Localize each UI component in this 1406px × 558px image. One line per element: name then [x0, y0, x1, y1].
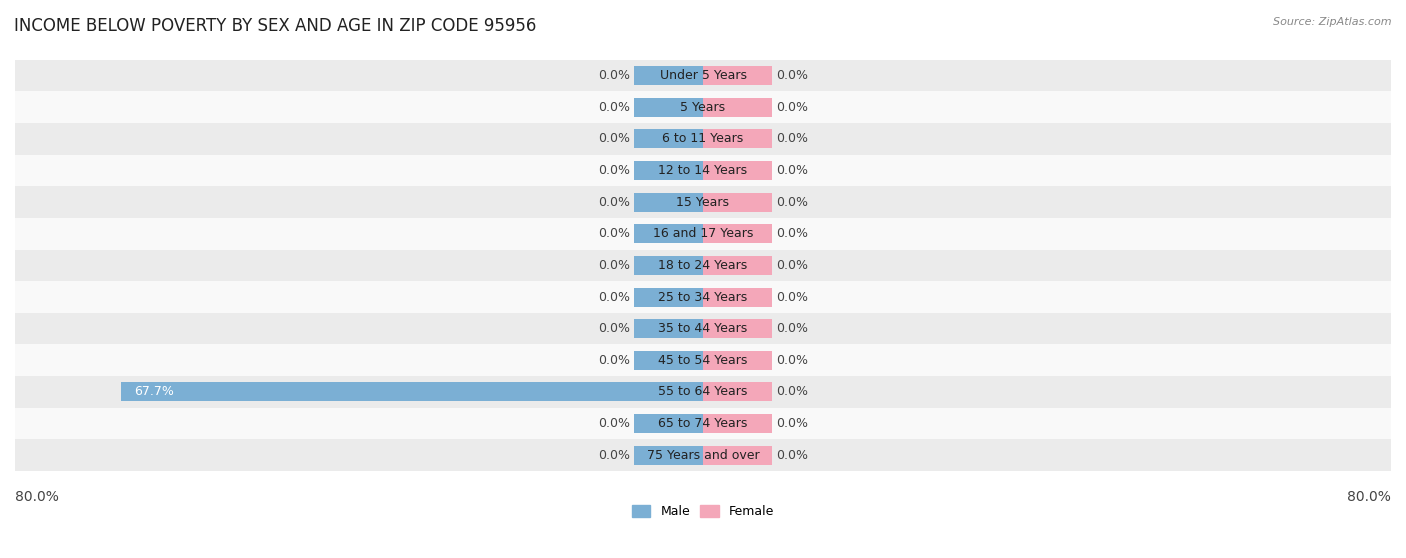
Bar	[634, 319, 703, 338]
Bar	[121, 382, 703, 401]
Text: 0.0%: 0.0%	[598, 195, 630, 209]
Bar	[634, 98, 703, 117]
Bar	[15, 440, 1391, 471]
Bar	[15, 281, 1391, 313]
Bar	[703, 382, 772, 401]
Bar	[703, 66, 772, 85]
Bar	[15, 155, 1391, 186]
Bar	[634, 446, 703, 465]
Text: Under 5 Years: Under 5 Years	[659, 69, 747, 82]
Text: 65 to 74 Years: 65 to 74 Years	[658, 417, 748, 430]
Text: 0.0%: 0.0%	[598, 259, 630, 272]
Text: 80.0%: 80.0%	[15, 490, 59, 504]
Bar	[703, 351, 772, 370]
Text: INCOME BELOW POVERTY BY SEX AND AGE IN ZIP CODE 95956: INCOME BELOW POVERTY BY SEX AND AGE IN Z…	[14, 17, 537, 35]
Text: 0.0%: 0.0%	[776, 100, 808, 114]
Legend: Male, Female: Male, Female	[631, 506, 775, 518]
Text: 55 to 64 Years: 55 to 64 Years	[658, 386, 748, 398]
Bar	[703, 446, 772, 465]
Bar	[703, 287, 772, 306]
Bar	[703, 256, 772, 275]
Text: 15 Years: 15 Years	[676, 195, 730, 209]
Text: 75 Years and over: 75 Years and over	[647, 449, 759, 462]
Text: 0.0%: 0.0%	[598, 449, 630, 462]
Text: 16 and 17 Years: 16 and 17 Years	[652, 227, 754, 240]
Text: 0.0%: 0.0%	[776, 259, 808, 272]
Text: 0.0%: 0.0%	[776, 69, 808, 82]
Bar	[15, 408, 1391, 440]
Text: 0.0%: 0.0%	[776, 291, 808, 304]
Bar	[703, 319, 772, 338]
Bar	[634, 193, 703, 211]
Bar	[703, 98, 772, 117]
Text: 0.0%: 0.0%	[776, 386, 808, 398]
Bar	[15, 92, 1391, 123]
Bar	[15, 60, 1391, 92]
Text: 0.0%: 0.0%	[598, 291, 630, 304]
Bar	[634, 129, 703, 148]
Bar	[15, 186, 1391, 218]
Text: 18 to 24 Years: 18 to 24 Years	[658, 259, 748, 272]
Bar	[634, 161, 703, 180]
Text: 0.0%: 0.0%	[598, 100, 630, 114]
Text: 45 to 54 Years: 45 to 54 Years	[658, 354, 748, 367]
Text: 0.0%: 0.0%	[776, 322, 808, 335]
Text: 0.0%: 0.0%	[776, 132, 808, 145]
Bar	[634, 224, 703, 243]
Bar	[15, 249, 1391, 281]
Text: 12 to 14 Years: 12 to 14 Years	[658, 164, 748, 177]
Bar	[15, 344, 1391, 376]
Bar	[703, 129, 772, 148]
Text: 6 to 11 Years: 6 to 11 Years	[662, 132, 744, 145]
Bar	[15, 313, 1391, 344]
Bar	[15, 218, 1391, 249]
Text: 0.0%: 0.0%	[598, 69, 630, 82]
Text: Source: ZipAtlas.com: Source: ZipAtlas.com	[1274, 17, 1392, 27]
Text: 0.0%: 0.0%	[776, 164, 808, 177]
Bar	[634, 256, 703, 275]
Bar	[634, 66, 703, 85]
Bar	[634, 287, 703, 306]
Text: 0.0%: 0.0%	[598, 132, 630, 145]
Bar	[15, 123, 1391, 155]
Bar	[15, 376, 1391, 408]
Bar	[703, 414, 772, 433]
Text: 35 to 44 Years: 35 to 44 Years	[658, 322, 748, 335]
Text: 5 Years: 5 Years	[681, 100, 725, 114]
Bar	[703, 161, 772, 180]
Text: 0.0%: 0.0%	[598, 322, 630, 335]
Text: 0.0%: 0.0%	[598, 417, 630, 430]
Bar	[634, 351, 703, 370]
Bar	[703, 193, 772, 211]
Text: 0.0%: 0.0%	[776, 227, 808, 240]
Text: 0.0%: 0.0%	[776, 195, 808, 209]
Text: 0.0%: 0.0%	[776, 449, 808, 462]
Bar	[634, 414, 703, 433]
Text: 0.0%: 0.0%	[776, 417, 808, 430]
Text: 67.7%: 67.7%	[134, 386, 173, 398]
Text: 0.0%: 0.0%	[598, 354, 630, 367]
Text: 0.0%: 0.0%	[598, 164, 630, 177]
Text: 0.0%: 0.0%	[776, 354, 808, 367]
Text: 25 to 34 Years: 25 to 34 Years	[658, 291, 748, 304]
Text: 0.0%: 0.0%	[598, 227, 630, 240]
Bar	[703, 224, 772, 243]
Text: 80.0%: 80.0%	[1347, 490, 1391, 504]
